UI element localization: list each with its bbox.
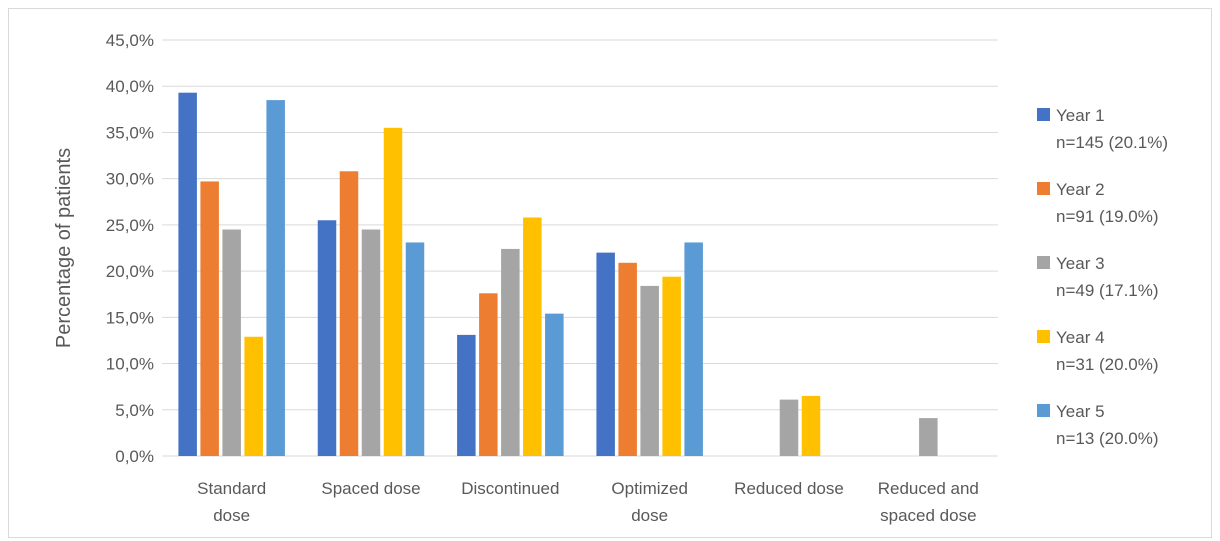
x-tick-labels: Standard dose Spaced dose Discontinued Optim… [197, 479, 979, 525]
legend-sublabel: n=13 (20.0%) [1056, 429, 1159, 448]
legend-item: Year 5 n=13 (20.0%) [1037, 402, 1159, 448]
y-tick-label: 5,0% [115, 401, 154, 420]
bar [662, 276, 681, 456]
legend-label: Year 2 [1056, 180, 1105, 199]
bar [244, 336, 263, 456]
x-tick-label: Reduced and spaced dose [878, 479, 979, 525]
bar [457, 334, 476, 456]
legend-swatch [1037, 182, 1050, 195]
y-tick-labels: 0,0% 5,0% 10,0% 15,0% 20,0% 25,0% 30,0% 35,0% 40… [106, 31, 154, 466]
legend-swatch [1037, 108, 1050, 121]
legend-sublabel: n=49 (17.1%) [1056, 281, 1159, 300]
y-tick-label: 0,0% [115, 447, 154, 466]
legend-sublabel: n=31 (20.0%) [1056, 355, 1159, 374]
bar [266, 100, 285, 456]
y-tick-label: 25,0% [106, 216, 154, 235]
bar [339, 171, 359, 456]
x-tick-label: Optimized dose [611, 479, 688, 525]
legend-item: Year 1 n=145 (20.1%) [1037, 106, 1168, 152]
legend-swatch [1037, 330, 1050, 343]
legend-swatch [1037, 404, 1050, 417]
bar [361, 229, 381, 456]
x-tick-label: Reduced dose [734, 479, 844, 498]
legend-label: Year 1 [1056, 106, 1105, 125]
bar [383, 127, 403, 457]
bar [405, 242, 425, 456]
bars [178, 92, 938, 457]
bar [501, 248, 520, 456]
legend-label: Year 5 [1056, 402, 1105, 421]
legend: Year 1n=145 (20.1%)Year 2n=91 (19.0%)Yea… [1037, 106, 1168, 448]
bar [479, 293, 498, 456]
bar [523, 217, 542, 456]
bar [640, 285, 659, 456]
y-tick-label: 20,0% [106, 262, 154, 281]
legend-swatch [1037, 256, 1050, 269]
bar [178, 92, 197, 457]
legend-label: Year 3 [1056, 254, 1105, 273]
bar [222, 229, 241, 456]
y-tick-label: 15,0% [106, 308, 154, 327]
x-tick-label: Standard dose [197, 479, 266, 525]
bar [779, 399, 799, 456]
y-tick-label: 40,0% [106, 77, 154, 96]
gridlines [162, 39, 998, 457]
legend-item: Year 3 n=49 (17.1%) [1037, 254, 1159, 300]
bar [317, 220, 337, 456]
bar [618, 262, 637, 456]
legend-item: Year 4 n=31 (20.0%) [1037, 328, 1159, 374]
bar [919, 418, 938, 456]
x-tick-label: Discontinued [461, 479, 559, 498]
legend-item: Year 2 n=91 (19.0%) [1037, 180, 1159, 226]
legend-label: Year 4 [1056, 328, 1105, 347]
legend-sublabel: n=91 (19.0%) [1056, 207, 1159, 226]
bar [200, 181, 219, 456]
bar [684, 242, 703, 456]
chart-frame [8, 8, 1212, 538]
y-tick-label: 45,0% [106, 31, 154, 50]
bar [596, 252, 615, 456]
bar [545, 313, 564, 456]
y-tick-label: 10,0% [106, 355, 154, 374]
y-tick-label: 35,0% [106, 123, 154, 142]
legend-sublabel: n=145 (20.1%) [1056, 133, 1168, 152]
bar [801, 395, 821, 456]
x-tick-label: Spaced dose [321, 479, 420, 498]
y-tick-label: 30,0% [106, 170, 154, 189]
y-axis-title: Percentage of patients [53, 148, 75, 348]
